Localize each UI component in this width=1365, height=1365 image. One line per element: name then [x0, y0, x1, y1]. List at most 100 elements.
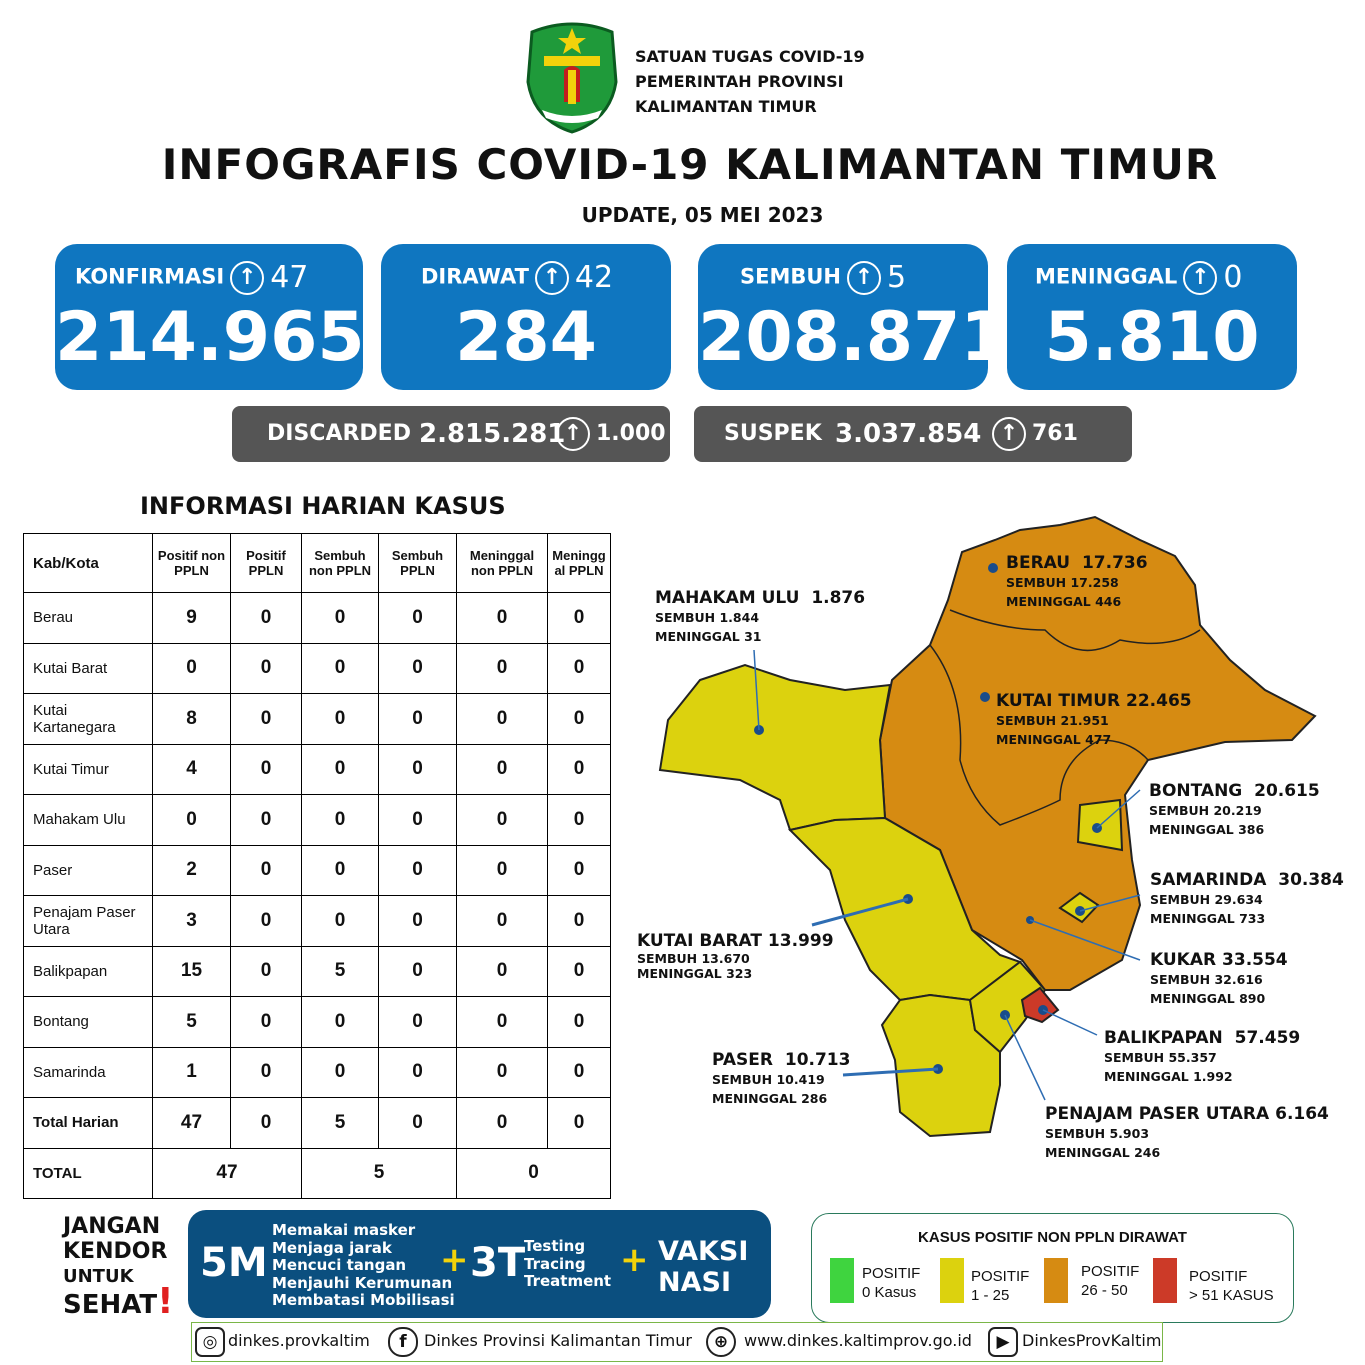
table-cell: 3 — [152, 895, 231, 947]
row-label: Penajam Paser Utara — [23, 895, 153, 947]
slogan-line: SEHAT — [63, 1290, 158, 1320]
table-cell: 0 — [301, 794, 379, 846]
table-cell: 0 — [378, 743, 457, 795]
campaign-banner: 5M Memakai masker Menjaga jarak Mencuci ta… — [188, 1210, 771, 1318]
update-date: UPDATE, 05 MEI 2023 — [581, 203, 824, 227]
column-header: Meningg al PPLN — [547, 533, 611, 593]
campaign-vaksinasi: VAKSI NASI — [658, 1236, 749, 1298]
table-cell: 0 — [456, 1097, 548, 1149]
table-cell: 0 — [301, 743, 379, 795]
table-cell: 0 — [230, 844, 302, 896]
campaign-5m: 5M — [200, 1240, 268, 1286]
globe-icon: ⊕ — [706, 1327, 736, 1357]
table-cell: 5 — [301, 1097, 379, 1149]
table-cell: 0 — [547, 1097, 611, 1149]
arrow-up-icon: ↑ — [556, 417, 590, 451]
card-increase: 5 — [887, 260, 907, 295]
row-label: Kutai Kartanegara — [23, 693, 153, 745]
table-cell: 0 — [456, 642, 548, 694]
row-label: Berau — [23, 592, 153, 644]
table-cell: 0 — [378, 996, 457, 1048]
legend-label: POSITIF 0 Kasus — [862, 1265, 921, 1301]
legend-label: POSITIF > 51 KASUS — [1189, 1268, 1274, 1304]
discarded-box: DISCARDED 2.815.281 ↑ 1.000 — [232, 406, 670, 462]
table-cell: 0 — [230, 743, 302, 795]
suspek-total: 3.037.854 — [835, 419, 982, 449]
row-label: Mahakam Ulu — [23, 794, 153, 846]
table-cell: 0 — [456, 844, 548, 896]
table-cell: 4 — [152, 743, 231, 795]
youtube-handle[interactable]: DinkesProvKaltim — [1022, 1331, 1162, 1350]
table-cell: 0 — [456, 1046, 548, 1098]
region-bontang — [1076, 798, 1124, 852]
card-label: SEMBUH — [740, 264, 842, 289]
website-link[interactable]: www.dinkes.kaltimprov.go.id — [744, 1331, 972, 1350]
table-cell: 0 — [301, 895, 379, 947]
table-cell: 0 — [230, 693, 302, 745]
table-row: Berau 9 0 0 0 0 0 — [23, 592, 611, 644]
exclamation: ! — [157, 1281, 174, 1322]
org-line: SATUAN TUGAS COVID-19 — [635, 47, 865, 66]
table-row: Kutai Barat 0 0 0 0 0 0 — [23, 642, 611, 694]
table-row: Kutai Kartanegara 8 0 0 0 0 0 — [23, 693, 611, 745]
table-cell: 47 — [152, 1097, 231, 1149]
table-row: Total Harian 47 0 5 0 0 0 — [23, 1097, 611, 1149]
table-cell: 5 — [301, 945, 379, 997]
row-label: Paser — [23, 844, 153, 896]
column-header: Sembuh non PPLN — [301, 533, 379, 593]
row-label: Kutai Timur — [23, 743, 153, 795]
card-increase: 47 — [270, 260, 309, 295]
row-label: Balikpapan — [23, 945, 153, 997]
map-label-kutai-timur: KUTAI TIMUR 22.465 SEMBUH 21.951 MENINGGAL… — [996, 691, 1192, 747]
table-cell: 0 — [456, 945, 548, 997]
table-cell: 0 — [230, 996, 302, 1048]
discarded-increase: 1.000 — [596, 421, 666, 446]
table-header-row: Kab/Kota Positif non PPLN Positif PPLN S… — [23, 533, 611, 593]
region-samarinda — [1058, 891, 1100, 924]
page-title: INFOGRAFIS COVID-19 KALIMANTAN TIMUR — [161, 140, 1219, 189]
campaign-3t-list: Testing Tracing Treatment — [524, 1237, 612, 1290]
column-header: Sembuh PPLN — [378, 533, 457, 593]
plus-sign: + — [440, 1240, 469, 1280]
table-cell: 0 — [301, 693, 379, 745]
discarded-total: 2.815.281 — [419, 419, 566, 449]
table-cell: 0 — [547, 945, 611, 997]
region-mahakam-ulu — [658, 663, 892, 832]
slogan-line: JANGAN — [63, 1214, 161, 1239]
table-cell: 0 — [230, 1097, 302, 1149]
facebook-handle[interactable]: Dinkes Provinsi Kalimantan Timur — [424, 1331, 692, 1350]
table-title: INFORMASI HARIAN KASUS — [140, 492, 506, 520]
table-cell: 0 — [230, 794, 302, 846]
map-label-kutai-barat: KUTAI BARAT 13.999 SEMBUH 13.670 MENINGGAL… — [637, 931, 834, 981]
card-dirawat: DIRAWAT ↑ 42 284 — [381, 244, 671, 390]
table-cell: 0 — [547, 996, 611, 1048]
table-cell: 0 — [230, 592, 302, 644]
table-total-row: TOTAL 47 5 0 — [23, 1147, 611, 1199]
table-row: Balikpapan 15 0 5 0 0 0 — [23, 945, 611, 997]
province-logo — [526, 22, 618, 134]
column-header: Kab/Kota — [23, 533, 153, 593]
slogan: JANGAN KENDOR UNTUK SEHAT! — [63, 1214, 174, 1320]
table-cell: 0 — [456, 996, 548, 1048]
card-meninggal: MENINGGAL ↑ 0 5.810 — [1007, 244, 1297, 390]
table-row: Mahakam Ulu 0 0 0 0 0 0 — [23, 794, 611, 846]
table-cell: 2 — [152, 844, 231, 896]
table-cell: 0 — [456, 743, 548, 795]
row-label: Bontang — [23, 996, 153, 1048]
table-cell: 0 — [378, 844, 457, 896]
table-cell: 0 — [378, 794, 457, 846]
plus-sign: + — [620, 1240, 649, 1280]
map-label-berau: BERAU 17.736 SEMBUH 17.258 MENINGGAL 446 — [1006, 553, 1148, 609]
suspek-increase: 761 — [1032, 421, 1078, 446]
total-meninggal: 0 — [456, 1147, 611, 1199]
map-label-paser: PASER 10.713 SEMBUH 10.419 MENINGGAL 286 — [712, 1050, 851, 1106]
daily-cases-table: Kab/Kota Positif non PPLN Positif PPLN S… — [23, 533, 611, 1199]
table-cell: 1 — [152, 1046, 231, 1098]
table-cell: 9 — [152, 592, 231, 644]
facebook-icon: f — [388, 1327, 418, 1357]
card-konfirmasi: KONFIRMASI ↑ 47 214.965 — [55, 244, 365, 390]
map-label-bontang: BONTANG 20.615 SEMBUH 20.219 MENINGGAL 386 — [1149, 781, 1320, 837]
table-cell: 0 — [378, 642, 457, 694]
instagram-handle[interactable]: dinkes.provkaltim — [228, 1331, 370, 1350]
